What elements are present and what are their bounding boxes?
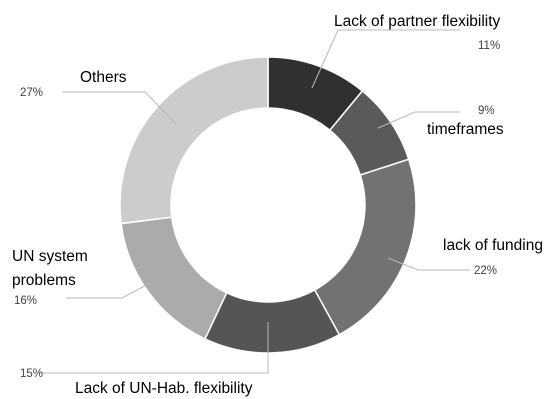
slice-value-lack-of-partner-flexibility: 11% (478, 40, 500, 52)
slice-label-un-system-problems-line-1: UN system (12, 248, 88, 265)
slice-label-timeframes: timeframes (427, 121, 504, 138)
leader-line-lack-of-un-hab-flexibility (40, 322, 269, 374)
donut-slice-others (119, 56, 269, 225)
donut-slice-lack-of-funding (313, 158, 417, 336)
leader-line-un-system-problems (66, 282, 151, 299)
slice-value-timeframes: 9% (478, 105, 495, 117)
slice-label-lack-of-funding: lack of funding (443, 237, 543, 254)
slice-labels: Lack of partner flexibility 11% 9% timef… (12, 13, 543, 397)
leader-line-timeframes (377, 111, 460, 129)
leader-lines (40, 29, 470, 374)
slice-label-lack-of-partner-flexibility: Lack of partner flexibility (334, 13, 501, 30)
donut-slices (119, 56, 417, 354)
slice-value-lack-of-un-hab-flexibility: 15% (20, 368, 43, 380)
leader-line-others (62, 91, 177, 125)
slice-label-un-system-problems-line-2: problems (12, 272, 76, 289)
donut-slice-un-system-problems (120, 216, 228, 340)
slice-value-lack-of-funding: 22% (474, 265, 497, 277)
slice-value-others: 27% (20, 87, 43, 99)
donut-slice-lack-of-un-hab-flexibility (203, 288, 341, 354)
leader-line-lack-of-partner-flexibility (311, 29, 460, 89)
slice-value-un-system-problems: 16% (14, 295, 37, 307)
slice-label-lack-of-un-hab-flexibility: Lack of UN-Hab. flexibility (75, 380, 253, 397)
slice-label-others: Others (80, 69, 127, 86)
leader-line-lack-of-funding (387, 257, 470, 271)
